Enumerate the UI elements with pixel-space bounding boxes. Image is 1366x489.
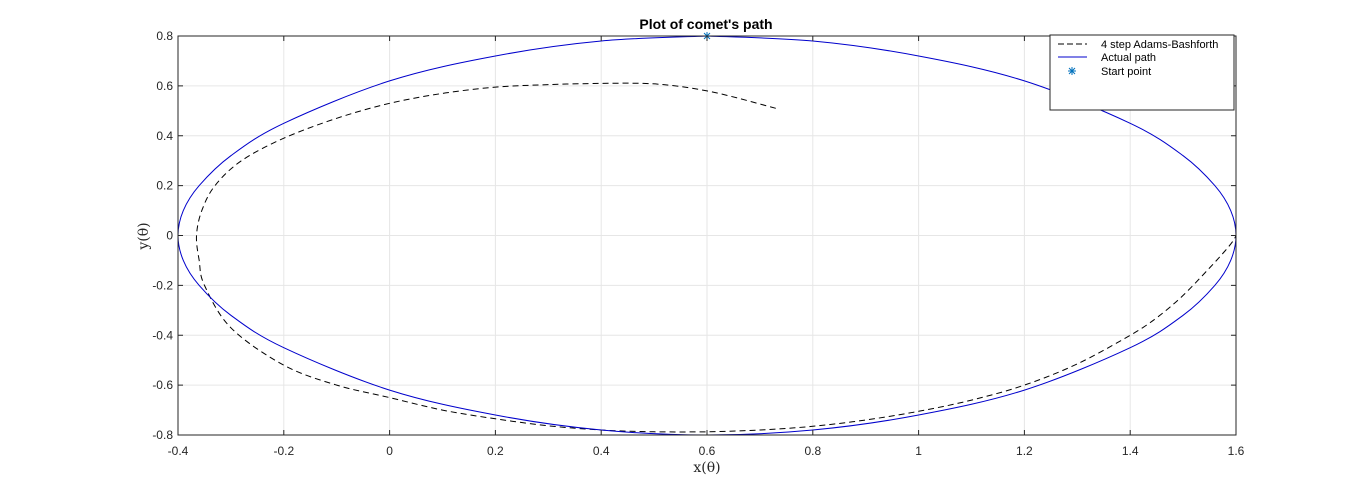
chart-title: Plot of comet's path	[639, 16, 772, 32]
y-tick-label: 0.2	[156, 179, 173, 193]
x-tick-label: 1.4	[1122, 444, 1139, 458]
x-axis-label: x(θ)	[693, 460, 720, 476]
y-tick-label: -0.2	[152, 278, 173, 292]
x-tick-label: 1	[915, 444, 922, 458]
legend-swatch-start	[1068, 67, 1076, 75]
x-tick-label: 1.6	[1228, 444, 1245, 458]
legend-label-actual: Actual path	[1101, 52, 1156, 64]
legend: 4 step Adams-Bashforth Actual path Start…	[1049, 34, 1235, 111]
x-tick-label: -0.2	[273, 444, 294, 458]
y-tick-label: -0.8	[152, 428, 173, 442]
x-tick-label: 0.8	[804, 444, 821, 458]
legend-box	[1049, 34, 1235, 111]
x-tick-label: -0.4	[168, 444, 189, 458]
legend-label-start: Start point	[1101, 66, 1151, 78]
x-tick-label: 1.2	[1016, 444, 1033, 458]
x-tick-label: 0.4	[593, 444, 610, 458]
y-tick-label: 0.8	[156, 29, 173, 43]
y-tick-label: 0	[166, 229, 173, 243]
y-tick-label: -0.4	[152, 328, 173, 342]
y-tick-label: -0.6	[152, 378, 173, 392]
x-tick-label: 0.6	[699, 444, 716, 458]
series-adams-bashforth-line	[195, 82, 1237, 433]
y-tick-label: 0.4	[156, 129, 173, 143]
x-tick-label: 0	[386, 444, 393, 458]
legend-label-adams: 4 step Adams-Bashforth	[1101, 39, 1218, 51]
axis-ticks: -0.4 -0.2 0 0.2 0.4 0.6 0.8 1 1.2 1.4 1.6 -0.8 -0.6 -…	[152, 29, 1244, 458]
y-axis-label: y(θ)	[136, 222, 152, 250]
x-tick-label: 0.2	[487, 444, 504, 458]
y-tick-label: 0.6	[156, 79, 173, 93]
